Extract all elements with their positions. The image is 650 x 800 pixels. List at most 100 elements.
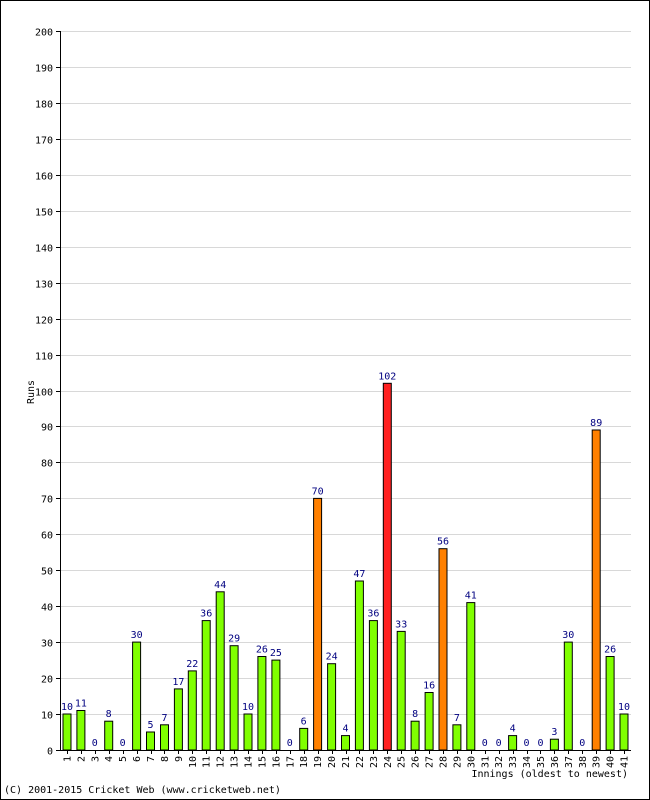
- value-label: 47: [353, 569, 365, 580]
- x-tick-label: 12: [216, 756, 227, 768]
- y-tick-label: 130: [35, 280, 53, 291]
- bar-innings-28: [438, 548, 448, 751]
- value-label: 16: [423, 681, 435, 692]
- x-tick-label: 19: [313, 756, 324, 768]
- x-axis-ticks: 1 2 3 4 5 6 7 8 9 10 11 12 13 14 15 16 17 18 19 20 21 22 23 24 2…: [63, 750, 631, 768]
- value-label: 102: [378, 371, 396, 382]
- x-tick-label: 37: [564, 756, 575, 768]
- x-tick-label: 25: [397, 756, 408, 768]
- x-tick-label: 22: [355, 756, 366, 768]
- bar-innings-13: [229, 645, 239, 751]
- x-tick-label: 4: [104, 756, 115, 762]
- y-tick-label: 70: [41, 495, 53, 506]
- value-label: 41: [465, 591, 477, 602]
- value-label: 24: [326, 652, 338, 663]
- y-tick-label: 120: [35, 316, 53, 327]
- value-label: 0: [496, 738, 502, 749]
- x-tick-label: 15: [257, 756, 268, 768]
- bar-innings-19: [313, 497, 323, 751]
- y-axis-ticks: 0 10 20 30 40 50 60 70 80 90 100 110 120 130 140 150 160…: [35, 28, 60, 758]
- bar-innings-9: [173, 688, 183, 751]
- bar-innings-6: [132, 641, 142, 751]
- value-label: 4: [342, 724, 348, 735]
- x-tick-label: 38: [578, 756, 589, 768]
- y-axis-title: Runs: [26, 380, 37, 404]
- value-label: 36: [200, 609, 212, 620]
- x-tick-label: 11: [202, 756, 213, 768]
- bar-innings-22: [354, 580, 364, 751]
- y-tick-label: 190: [35, 64, 53, 75]
- value-label: 22: [186, 659, 198, 670]
- x-tick-label: 33: [508, 756, 519, 768]
- y-tick-label: 60: [41, 531, 53, 542]
- x-tick-label: 3: [90, 756, 101, 762]
- value-label: 0: [523, 738, 529, 749]
- x-tick-label: 31: [480, 756, 491, 768]
- value-label: 70: [312, 486, 324, 497]
- y-tick-label: 140: [35, 244, 53, 255]
- value-label: 10: [242, 702, 254, 713]
- x-tick-label: 10: [188, 756, 199, 768]
- value-label: 8: [106, 709, 112, 720]
- bar-innings-15: [257, 656, 267, 751]
- y-tick-label: 40: [41, 603, 53, 614]
- bar-innings-20: [327, 663, 337, 751]
- bar-innings-4: [104, 720, 114, 751]
- x-tick-label: 39: [592, 756, 603, 768]
- x-tick-label: 36: [550, 756, 561, 768]
- x-tick-label: 9: [174, 756, 185, 762]
- y-tick-label: 0: [47, 747, 53, 758]
- x-axis-title: Innings (oldest to newest): [471, 769, 628, 780]
- value-label: 30: [562, 630, 574, 641]
- x-tick-label: 32: [494, 756, 505, 768]
- value-label: 11: [75, 699, 87, 710]
- bar-innings-23: [368, 620, 378, 751]
- x-tick-label: 28: [439, 756, 450, 768]
- value-label: 0: [482, 738, 488, 749]
- bar-innings-14: [243, 713, 253, 751]
- x-tick-label: 13: [230, 756, 241, 768]
- bar-innings-12: [215, 591, 225, 751]
- x-tick-label: 14: [244, 756, 255, 768]
- value-label: 8: [412, 709, 418, 720]
- x-tick-label: 24: [383, 756, 394, 768]
- bar-innings-7: [146, 731, 155, 751]
- value-label: 0: [579, 738, 585, 749]
- bar-innings-25: [396, 630, 406, 751]
- x-tick-label: 2: [76, 756, 87, 762]
- x-tick-label: 23: [369, 756, 380, 768]
- value-label: 5: [147, 720, 153, 731]
- value-label: 7: [161, 713, 167, 724]
- value-label: 10: [61, 702, 73, 713]
- y-tick-label: 180: [35, 100, 53, 111]
- bar-innings-36: [549, 738, 559, 751]
- bar-innings-39: [591, 429, 601, 751]
- bar-innings-18: [299, 727, 309, 751]
- x-tick-label: 7: [146, 756, 157, 762]
- x-tick-label: 29: [452, 756, 463, 768]
- bars: [62, 382, 629, 751]
- x-tick-label: 21: [341, 756, 352, 768]
- value-label: 0: [287, 738, 293, 749]
- x-tick-label: 5: [118, 756, 129, 762]
- y-tick-label: 80: [41, 459, 53, 470]
- y-tick-label: 150: [35, 208, 53, 219]
- value-label: 17: [172, 677, 184, 688]
- value-label: 56: [437, 537, 449, 548]
- value-label: 0: [92, 738, 98, 749]
- x-tick-label: 35: [536, 756, 547, 768]
- bar-innings-11: [201, 620, 211, 751]
- value-label: 29: [228, 634, 240, 645]
- bar-innings-33: [508, 735, 518, 751]
- x-tick-label: 34: [522, 756, 533, 768]
- value-label: 0: [537, 738, 543, 749]
- value-label: 4: [510, 724, 516, 735]
- value-label: 36: [367, 609, 379, 620]
- y-tick-label: 20: [41, 675, 53, 686]
- x-tick-label: 30: [466, 756, 477, 768]
- value-label: 26: [604, 645, 616, 656]
- bar-innings-2: [76, 710, 86, 751]
- copyright-text: (C) 2001-2015 Cricket Web (www.cricketwe…: [4, 785, 281, 796]
